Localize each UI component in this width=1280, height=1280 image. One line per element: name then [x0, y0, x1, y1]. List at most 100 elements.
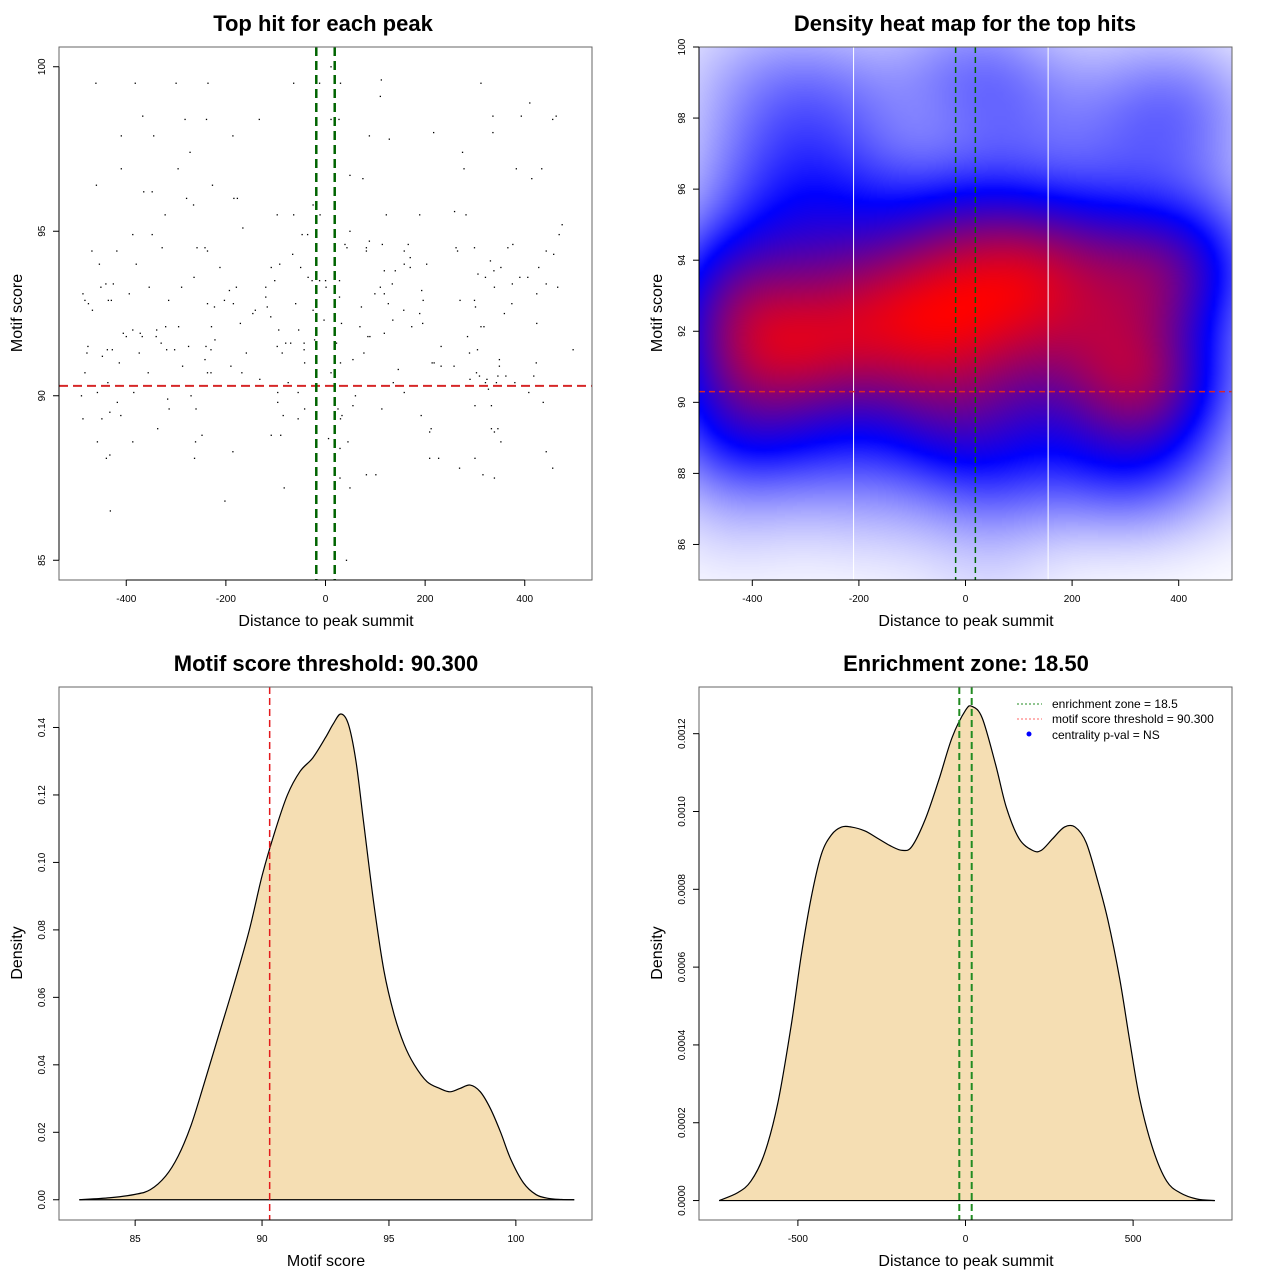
data-point — [232, 135, 234, 137]
y-tick-label: 0.12 — [37, 785, 48, 805]
data-point — [422, 322, 424, 325]
data-point — [338, 279, 341, 282]
data-point — [490, 405, 493, 407]
data-point — [463, 168, 465, 170]
data-point — [432, 131, 435, 134]
data-point — [557, 286, 559, 288]
data-point — [151, 191, 153, 193]
data-point — [297, 391, 299, 394]
y-tick-label: 86 — [677, 538, 688, 550]
data-point — [493, 477, 496, 479]
data-point — [116, 401, 118, 404]
data-point — [541, 168, 543, 170]
data-point — [148, 286, 150, 288]
data-point — [531, 178, 533, 180]
y-tick-label: 0.06 — [37, 987, 48, 1007]
data-point — [503, 312, 506, 315]
data-point — [500, 441, 502, 443]
data-point — [280, 434, 282, 436]
data-point — [164, 214, 166, 216]
data-point — [156, 329, 158, 331]
data-point — [391, 283, 393, 285]
data-point — [347, 441, 349, 443]
data-point — [270, 316, 272, 318]
data-point — [265, 296, 267, 298]
data-point — [515, 168, 517, 170]
y-tick-label: 90 — [37, 390, 48, 402]
data-point — [207, 82, 209, 84]
data-point — [542, 401, 544, 404]
data-point — [325, 286, 327, 288]
data-point — [349, 174, 351, 177]
data-point — [193, 276, 195, 279]
legend-label-threshold: motif score threshold = 90.300 — [1052, 712, 1214, 726]
y-tick-label: 88 — [677, 467, 688, 479]
x-tick-label: -500 — [788, 1234, 808, 1245]
panel-heatmap: Density heat map for the top hits Distan… — [649, 11, 1233, 630]
y-axis-label: Motif score — [9, 274, 26, 352]
data-point — [312, 204, 314, 206]
data-point — [95, 184, 98, 186]
data-point — [465, 214, 467, 216]
data-point — [133, 391, 135, 394]
data-point — [341, 414, 343, 417]
data-point — [330, 118, 332, 121]
chart-title: Density heat map for the top hits — [794, 11, 1136, 36]
data-point — [239, 322, 242, 325]
data-point — [558, 233, 560, 236]
data-point — [477, 273, 479, 275]
data-point — [181, 365, 184, 367]
data-point — [456, 250, 459, 252]
data-point — [132, 329, 134, 331]
data-point — [177, 326, 180, 328]
data-point — [91, 250, 93, 252]
data-point — [365, 250, 368, 252]
data-point — [480, 326, 482, 328]
x-axis-label: Distance to peak summit — [878, 1253, 1054, 1270]
data-point — [422, 299, 424, 302]
data-point — [362, 178, 364, 180]
data-point — [514, 381, 516, 384]
data-point — [87, 345, 89, 348]
data-point — [252, 312, 254, 315]
data-point — [484, 276, 487, 279]
density-curve — [718, 705, 1215, 1202]
data-point — [487, 388, 490, 390]
data-point — [437, 457, 440, 459]
data-point — [536, 322, 538, 325]
data-point — [236, 197, 239, 200]
data-point — [303, 362, 306, 364]
data-point — [235, 286, 238, 288]
data-point — [290, 342, 292, 344]
data-point — [232, 303, 235, 305]
data-point — [489, 260, 492, 262]
chart-title: Enrichment zone: 18.50 — [843, 651, 1089, 676]
data-point — [282, 414, 284, 417]
data-point — [184, 118, 186, 121]
data-point — [143, 191, 145, 193]
data-point — [211, 184, 214, 186]
data-point — [98, 263, 101, 265]
data-point — [480, 82, 482, 84]
x-tick-label: 85 — [130, 1234, 142, 1245]
x-tick-label: -400 — [116, 594, 136, 605]
data-point — [95, 82, 97, 84]
data-point — [80, 395, 83, 397]
data-point — [153, 135, 155, 137]
data-point — [318, 279, 321, 282]
data-point — [230, 365, 232, 367]
data-point — [107, 299, 110, 302]
y-tick-label: 92 — [677, 325, 688, 337]
data-point — [245, 352, 247, 354]
chart-title: Motif score threshold: 90.300 — [174, 651, 478, 676]
data-point — [187, 345, 190, 348]
data-point — [433, 362, 435, 364]
x-tick-label: 90 — [256, 1234, 268, 1245]
data-point — [453, 365, 455, 367]
data-point — [380, 79, 382, 81]
data-point — [265, 286, 267, 288]
data-point — [497, 375, 499, 377]
panel-score-density: Motif score threshold: 90.300 Motif scor… — [9, 651, 593, 1270]
data-point — [338, 118, 340, 121]
data-point — [224, 500, 226, 502]
